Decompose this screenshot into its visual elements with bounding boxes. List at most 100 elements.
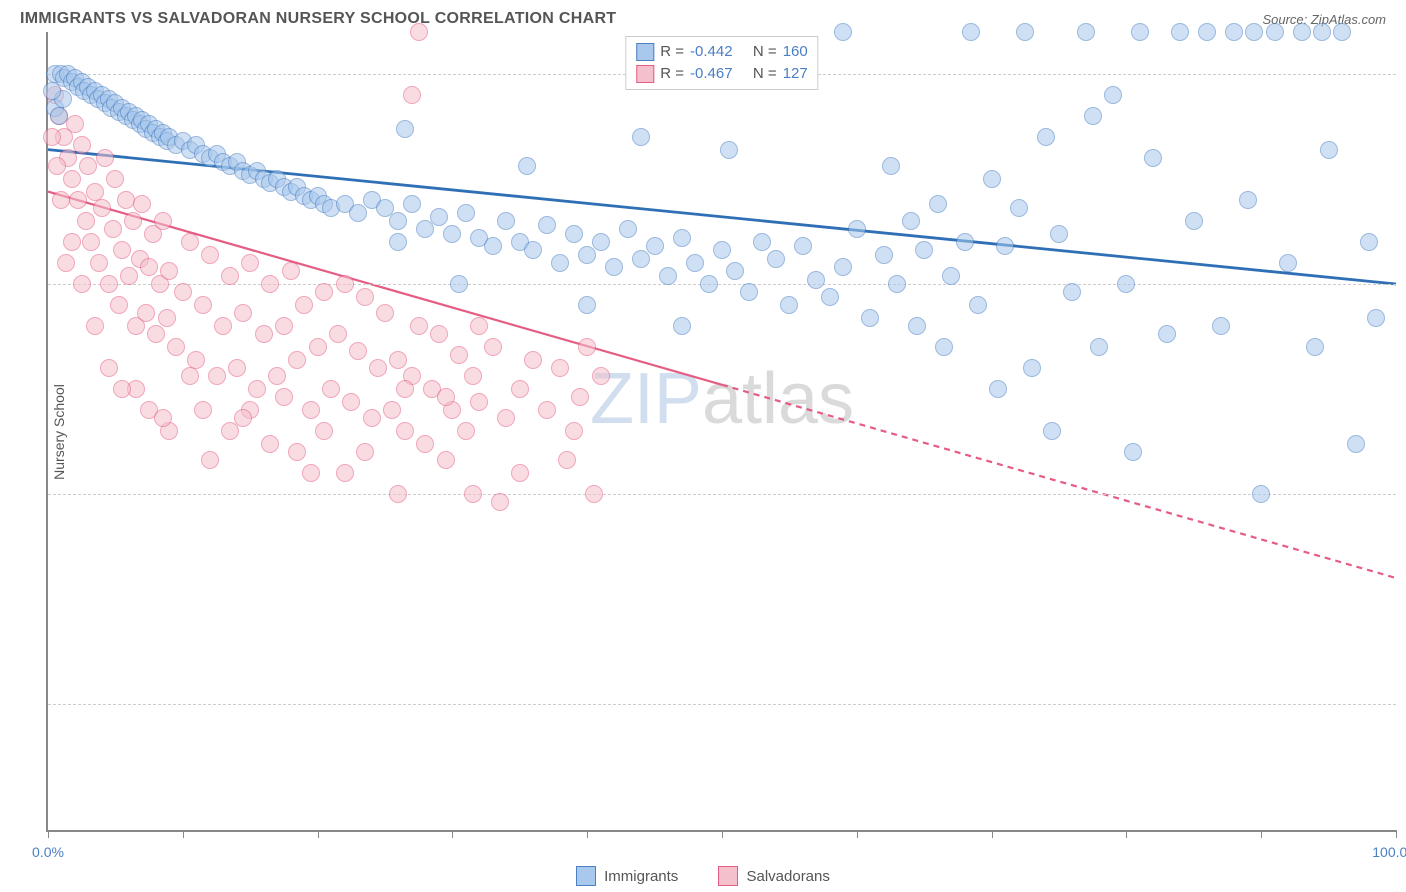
immigrants-point <box>888 275 906 293</box>
salvadorans-point <box>158 309 176 327</box>
salvadorans-point <box>248 380 266 398</box>
immigrants-point <box>1084 107 1102 125</box>
immigrants-point <box>1037 128 1055 146</box>
salvadorans-point <box>261 435 279 453</box>
salvadorans-point <box>491 493 509 511</box>
immigrants-point <box>902 212 920 230</box>
immigrants-point <box>848 220 866 238</box>
immigrants-point <box>646 237 664 255</box>
salvadorans-point <box>288 351 306 369</box>
chart-header: IMMIGRANTS VS SALVADORAN NURSERY SCHOOL … <box>0 0 1406 32</box>
salvadorans-point <box>578 338 596 356</box>
immigrants-point <box>497 212 515 230</box>
salvadorans-point <box>137 304 155 322</box>
y-tick-label: 95.0% <box>1401 276 1406 292</box>
immigrants-point <box>50 107 68 125</box>
salvadorans-point <box>410 317 428 335</box>
salvadorans-point <box>389 351 407 369</box>
salvadorans-point <box>349 342 367 360</box>
immigrants-point <box>935 338 953 356</box>
salvadorans-point <box>363 409 381 427</box>
immigrants-point <box>1050 225 1068 243</box>
correlation-legend: R = -0.442 N = 160 R = -0.467 N = 127 <box>625 36 818 90</box>
immigrants-point <box>753 233 771 251</box>
salvadorans-point <box>79 157 97 175</box>
legend-label-immigrants: Immigrants <box>604 868 678 885</box>
salvadorans-point <box>336 464 354 482</box>
salvadorans-point <box>69 191 87 209</box>
salvadorans-point <box>160 262 178 280</box>
gridline <box>48 704 1396 705</box>
salvadorans-trendline <box>48 192 722 385</box>
salvadorans-point <box>437 451 455 469</box>
salvadorans-point <box>551 359 569 377</box>
immigrants-point <box>726 262 744 280</box>
salvadorans-point <box>282 262 300 280</box>
immigrants-point <box>450 275 468 293</box>
immigrants-point <box>389 212 407 230</box>
immigrants-point <box>565 225 583 243</box>
immigrants-point <box>1016 23 1034 41</box>
salvadorans-point <box>302 401 320 419</box>
salvadorans-point <box>194 296 212 314</box>
immigrants-point <box>1225 23 1243 41</box>
immigrants-point <box>1212 317 1230 335</box>
salvadorans-point <box>228 359 246 377</box>
immigrants-point <box>1185 212 1203 230</box>
immigrants-point <box>713 241 731 259</box>
salvadorans-point <box>329 325 347 343</box>
x-tick <box>722 830 723 838</box>
r-label: R = <box>660 41 684 63</box>
salvadorans-point <box>43 128 61 146</box>
legend-row-salvadorans: R = -0.467 N = 127 <box>636 63 807 85</box>
immigrants-point <box>1198 23 1216 41</box>
salvadorans-point <box>96 149 114 167</box>
salvadorans-point <box>295 296 313 314</box>
immigrants-point <box>996 237 1014 255</box>
immigrants-point <box>1144 149 1162 167</box>
salvadorans-point <box>234 304 252 322</box>
salvadorans-point <box>133 195 151 213</box>
immigrants-point <box>673 229 691 247</box>
gridline <box>48 494 1396 495</box>
salvadorans-point <box>154 212 172 230</box>
immigrants-point <box>1104 86 1122 104</box>
immigrants-point <box>983 170 1001 188</box>
immigrants-point <box>861 309 879 327</box>
immigrants-point <box>686 254 704 272</box>
salvadorans-point <box>275 317 293 335</box>
salvadorans-point <box>592 367 610 385</box>
immigrants-point <box>956 233 974 251</box>
salvadorans-point <box>470 393 488 411</box>
r-value-salvadorans: -0.467 <box>690 63 733 85</box>
salvadorans-point <box>356 443 374 461</box>
scatter-plot: ZIPatlas R = -0.442 N = 160 R = -0.467 N… <box>46 32 1396 832</box>
salvadorans-point <box>214 317 232 335</box>
y-tick-label: 90.0% <box>1401 486 1406 502</box>
n-value-salvadorans: 127 <box>783 63 808 85</box>
immigrants-point <box>807 271 825 289</box>
salvadorans-point <box>511 464 529 482</box>
salvadorans-point <box>86 183 104 201</box>
salvadorans-point <box>464 367 482 385</box>
salvadorans-point <box>73 275 91 293</box>
immigrants-point <box>1306 338 1324 356</box>
n-value-immigrants: 160 <box>783 41 808 63</box>
x-tick <box>1396 830 1397 838</box>
immigrants-point <box>821 288 839 306</box>
y-tick-label: 100.0% <box>1401 66 1406 82</box>
immigrants-point <box>962 23 980 41</box>
salvadorans-point <box>201 246 219 264</box>
immigrants-point <box>1347 435 1365 453</box>
immigrants-point <box>430 208 448 226</box>
chart-title: IMMIGRANTS VS SALVADORAN NURSERY SCHOOL … <box>20 10 616 28</box>
salvadorans-point <box>497 409 515 427</box>
salvadorans-point <box>73 136 91 154</box>
immigrants-point <box>1063 283 1081 301</box>
r-label: R = <box>660 63 684 85</box>
salvadorans-point <box>336 275 354 293</box>
immigrants-point <box>834 258 852 276</box>
salvadorans-point <box>147 325 165 343</box>
immigrants-point <box>929 195 947 213</box>
salvadorans-point <box>66 115 84 133</box>
